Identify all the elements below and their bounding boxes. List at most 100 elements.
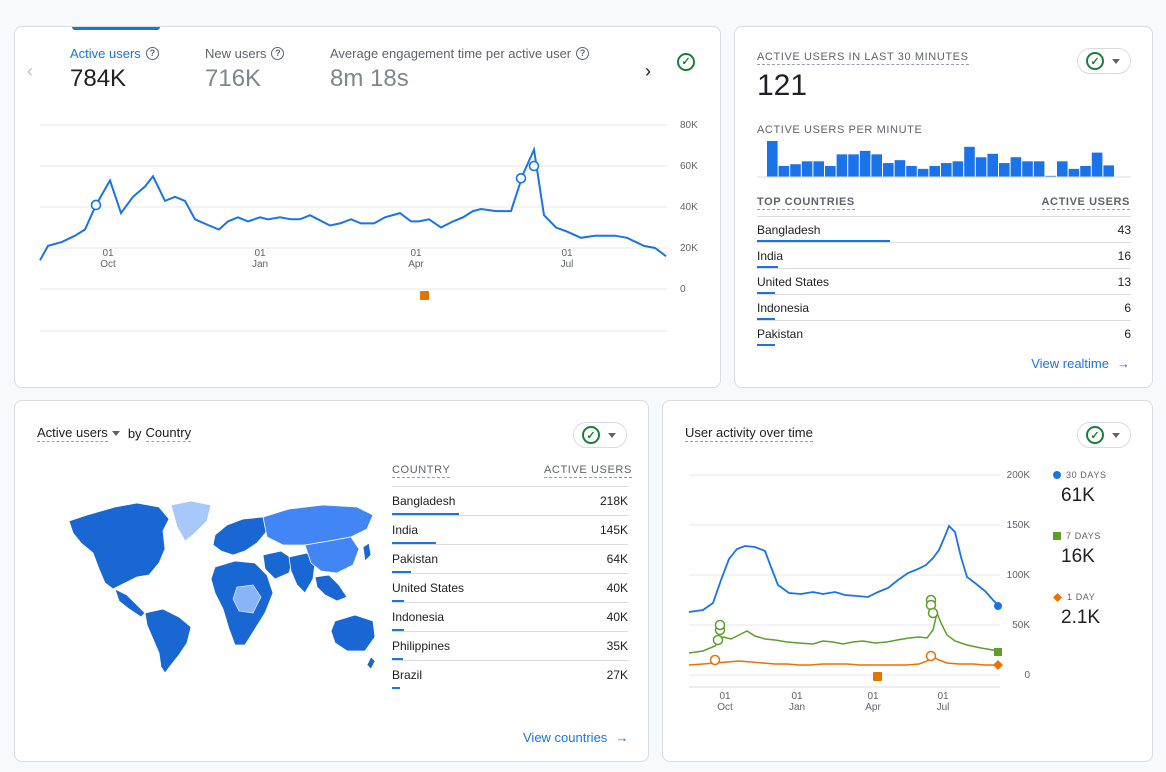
metric-value: 716K: [205, 65, 262, 92]
country-name: Bangladesh: [392, 494, 456, 508]
annotation-marker[interactable]: [873, 672, 882, 681]
col-active-users[interactable]: ACTIVE USERS: [1041, 196, 1130, 210]
per-minute-bar[interactable]: [1010, 157, 1022, 177]
per-minute-bar[interactable]: [941, 163, 952, 177]
diamond-icon: [1053, 592, 1062, 602]
metric-engagement-time[interactable]: Average engagement time per active user?…: [330, 46, 590, 93]
help-icon[interactable]: ?: [271, 47, 285, 60]
x-tick-day: 01: [867, 691, 879, 702]
anomaly-point[interactable]: [927, 607, 939, 619]
table-row[interactable]: Pakistan 6: [757, 320, 1131, 346]
x-tick-day: 01: [254, 248, 266, 259]
per-minute-bar[interactable]: [1033, 161, 1045, 177]
dimension-selector[interactable]: Country: [145, 425, 192, 442]
caret-down-icon[interactable]: [111, 431, 120, 436]
anomaly-point[interactable]: [714, 619, 726, 631]
per-minute-bar[interactable]: [790, 164, 801, 177]
table-row[interactable]: Indonesia 6: [757, 294, 1131, 320]
table-row[interactable]: United States 40K: [392, 573, 628, 602]
col-country[interactable]: COUNTRY: [392, 464, 451, 478]
per-minute-bar[interactable]: [1091, 152, 1103, 177]
per-minute-bar[interactable]: [917, 168, 929, 177]
table-row[interactable]: Bangladesh 218K: [392, 486, 628, 515]
help-icon[interactable]: ?: [145, 47, 159, 60]
per-minute-bar[interactable]: [999, 163, 1010, 177]
metric-active-users[interactable]: Active users? 784K: [70, 46, 159, 93]
per-minute-bar[interactable]: [1103, 165, 1114, 177]
anomaly-point[interactable]: [90, 199, 102, 211]
activity-title[interactable]: User activity over time: [685, 425, 813, 442]
anomaly-point[interactable]: [925, 650, 937, 662]
map-south-america[interactable]: [144, 608, 192, 674]
map-southeast-asia[interactable]: [314, 574, 348, 602]
table-row[interactable]: Indonesia 40K: [392, 602, 628, 631]
per-minute-bar[interactable]: [883, 163, 894, 177]
map-china[interactable]: [304, 536, 360, 574]
table-row[interactable]: Brazil 27K: [392, 660, 628, 689]
anomaly-point[interactable]: [528, 160, 540, 172]
status-menu-button[interactable]: ✓: [1077, 48, 1131, 74]
annotation-marker[interactable]: [420, 291, 429, 300]
per-minute-bar[interactable]: [975, 157, 987, 177]
table-row[interactable]: Pakistan 64K: [392, 544, 628, 573]
realtime-title[interactable]: ACTIVE USERS IN LAST 30 MINUTES: [757, 51, 969, 65]
anomaly-point[interactable]: [712, 634, 724, 646]
metric-new-users[interactable]: New users? 716K: [205, 46, 285, 93]
view-realtime-link[interactable]: View realtime →: [1031, 356, 1130, 371]
table-row[interactable]: Bangladesh 43: [757, 216, 1131, 242]
map-north-america[interactable]: [68, 502, 170, 590]
table-row[interactable]: India 16: [757, 242, 1131, 268]
circle-icon: [1053, 471, 1061, 479]
per-minute-bar[interactable]: [929, 165, 940, 177]
map-europe[interactable]: [212, 516, 268, 556]
view-countries-link[interactable]: View countries →: [523, 730, 628, 745]
chevron-left-icon[interactable]: ‹: [27, 61, 33, 81]
status-menu-button[interactable]: ✓: [573, 422, 627, 448]
map-central-africa[interactable]: [232, 584, 262, 614]
per-minute-bar[interactable]: [894, 160, 906, 177]
world-map[interactable]: [67, 497, 377, 677]
status-menu-button[interactable]: ✓: [1077, 422, 1131, 448]
metric-selector[interactable]: Active users: [37, 425, 108, 442]
per-minute-bar[interactable]: [906, 165, 917, 177]
per-minute-bar[interactable]: [964, 146, 975, 177]
map-greenland[interactable]: [170, 500, 212, 542]
per-minute-bar[interactable]: [987, 153, 998, 177]
map-central-america[interactable]: [114, 588, 146, 618]
anomaly-point[interactable]: [515, 172, 527, 184]
chevron-right-icon[interactable]: ›: [645, 61, 651, 81]
table-row[interactable]: United States 13: [757, 268, 1131, 294]
map-australia[interactable]: [330, 614, 376, 652]
per-minute-bar[interactable]: [778, 165, 790, 177]
per-minute-bar[interactable]: [767, 141, 778, 177]
status-check-button[interactable]: ✓: [677, 52, 695, 71]
per-minute-bar[interactable]: [1022, 161, 1033, 177]
per-minute-bar[interactable]: [859, 150, 871, 177]
link-label: View countries: [523, 730, 608, 745]
per-minute-bar[interactable]: [836, 154, 848, 177]
share-bar: [757, 240, 890, 242]
per-minute-bar[interactable]: [1045, 175, 1056, 177]
map-new-zealand[interactable]: [366, 656, 376, 670]
country-name: United States: [757, 275, 830, 289]
anomaly-point[interactable]: [709, 654, 721, 666]
map-japan[interactable]: [362, 542, 372, 562]
per-minute-bar[interactable]: [1080, 165, 1091, 177]
help-icon[interactable]: ?: [576, 47, 590, 60]
country-card: Active users by Country ✓: [14, 400, 649, 762]
per-minute-bar[interactable]: [801, 161, 813, 177]
per-minute-bar[interactable]: [1068, 168, 1080, 177]
col-active-users[interactable]: ACTIVE USERS: [544, 464, 632, 478]
map-russia[interactable]: [262, 504, 374, 546]
per-minute-bar[interactable]: [1057, 161, 1068, 177]
per-minute-bar[interactable]: [813, 161, 824, 177]
per-minute-bar[interactable]: [848, 154, 859, 177]
per-minute-bar[interactable]: [871, 154, 882, 177]
map-middle-east[interactable]: [262, 550, 294, 580]
col-top-countries[interactable]: TOP COUNTRIES: [757, 196, 855, 210]
table-row[interactable]: Philippines 35K: [392, 631, 628, 660]
active-tab-indicator: [72, 27, 160, 30]
per-minute-bar[interactable]: [952, 161, 964, 177]
table-row[interactable]: India 145K: [392, 515, 628, 544]
per-minute-bar[interactable]: [825, 165, 836, 177]
